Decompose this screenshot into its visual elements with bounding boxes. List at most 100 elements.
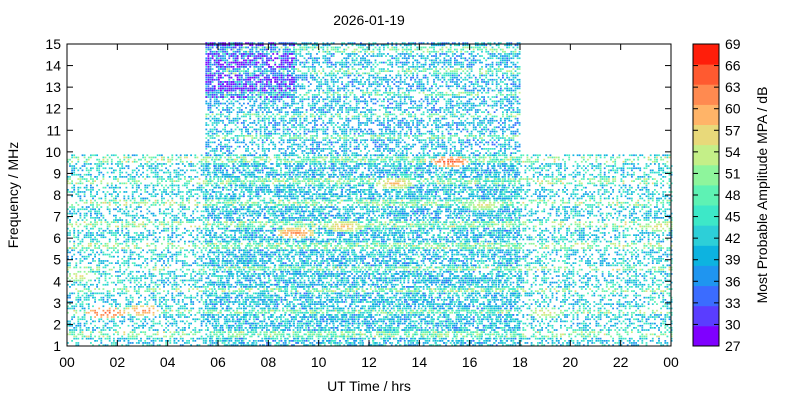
heatmap-cell [155, 236, 157, 238]
heatmap-cell [123, 284, 125, 286]
heatmap-cell [297, 224, 299, 226]
heatmap-cell [222, 293, 224, 295]
heatmap-cell [86, 200, 88, 202]
heatmap-cell [113, 340, 115, 342]
heatmap-cell [201, 275, 203, 277]
heatmap-cell [188, 230, 190, 232]
heatmap-cell [182, 247, 184, 249]
heatmap-cell [151, 172, 153, 174]
heatmap-cell [192, 329, 194, 331]
heatmap-cell [314, 254, 316, 256]
heatmap-cell [159, 297, 161, 299]
heatmap-cell [190, 301, 192, 303]
heatmap-cell [299, 308, 301, 310]
heatmap-cell [109, 193, 111, 195]
heatmap-cell [96, 154, 98, 156]
heatmap-cell [305, 295, 307, 297]
heatmap-cell [215, 290, 217, 292]
heatmap-cell [144, 178, 146, 180]
heatmap-cell [92, 271, 94, 273]
heatmap-cell [165, 172, 167, 174]
heatmap-cell [224, 342, 226, 344]
heatmap-cell [203, 318, 205, 320]
heatmap-cell [282, 321, 284, 323]
heatmap-cell [136, 342, 138, 344]
heatmap-cell [217, 176, 219, 178]
heatmap-cell [119, 211, 121, 213]
heatmap-cell [243, 340, 245, 342]
heatmap-cell [140, 331, 142, 333]
heatmap-cell [194, 170, 196, 172]
heatmap-cell [98, 273, 100, 275]
heatmap-cell [136, 290, 138, 292]
heatmap-cell [176, 338, 178, 340]
heatmap-cell [100, 215, 102, 217]
heatmap-cell [207, 254, 209, 256]
heatmap-cell [169, 252, 171, 254]
heatmap-cell [111, 187, 113, 189]
heatmap-cell [73, 241, 75, 243]
heatmap-cell [309, 301, 311, 303]
heatmap-cell [161, 202, 163, 204]
heatmap-cell [140, 295, 142, 297]
heatmap-cell [153, 243, 155, 245]
heatmap-cell [115, 299, 117, 301]
heatmap-cell [169, 340, 171, 342]
heatmap-cell [240, 206, 242, 208]
heatmap-cell [169, 165, 171, 167]
heatmap-cell [203, 228, 205, 230]
heatmap-cell [184, 178, 186, 180]
heatmap-cell [92, 195, 94, 197]
heatmap-cell [213, 178, 215, 180]
heatmap-cell [105, 277, 107, 279]
heatmap-cell [71, 161, 73, 163]
heatmap-cell [90, 323, 92, 325]
heatmap-cell [126, 288, 128, 290]
heatmap-cell [182, 202, 184, 204]
heatmap-cell [159, 224, 161, 226]
heatmap-cell [201, 256, 203, 258]
heatmap-cell [136, 308, 138, 310]
heatmap-cell [186, 256, 188, 258]
heatmap-cell [174, 189, 176, 191]
heatmap-cell [126, 172, 128, 174]
heatmap-cell [149, 221, 151, 223]
heatmap-cell [263, 288, 265, 290]
heatmap-cell [194, 243, 196, 245]
heatmap-cell [159, 288, 161, 290]
heatmap-cell [180, 308, 182, 310]
heatmap-cell [77, 321, 79, 323]
heatmap-cell [107, 299, 109, 301]
heatmap-cell [180, 314, 182, 316]
heatmap-cell [73, 314, 75, 316]
heatmap-cell [238, 340, 240, 342]
heatmap-cell [203, 284, 205, 286]
heatmap-cell [197, 206, 199, 208]
heatmap-cell [278, 219, 280, 221]
heatmap-cell [226, 206, 228, 208]
heatmap-cell [217, 167, 219, 169]
heatmap-cell [190, 331, 192, 333]
heatmap-cell [69, 219, 71, 221]
heatmap-cell [280, 318, 282, 320]
heatmap-cell [100, 243, 102, 245]
heatmap-cell [86, 256, 88, 258]
heatmap-cell [159, 303, 161, 305]
heatmap-cell [153, 187, 155, 189]
heatmap-cell [163, 316, 165, 318]
heatmap-cell [188, 312, 190, 314]
heatmap-cell [90, 208, 92, 210]
heatmap-cell [318, 262, 320, 264]
heatmap-cell [90, 239, 92, 241]
heatmap-cell [169, 323, 171, 325]
heatmap-cell [115, 329, 117, 331]
heatmap-cell [138, 202, 140, 204]
heatmap-cell [84, 193, 86, 195]
heatmap-cell [84, 314, 86, 316]
heatmap-cell [224, 271, 226, 273]
heatmap-cell [98, 327, 100, 329]
heatmap-cell [134, 215, 136, 217]
heatmap-cell [126, 183, 128, 185]
heatmap-cell [178, 340, 180, 342]
heatmap-cell [192, 249, 194, 251]
